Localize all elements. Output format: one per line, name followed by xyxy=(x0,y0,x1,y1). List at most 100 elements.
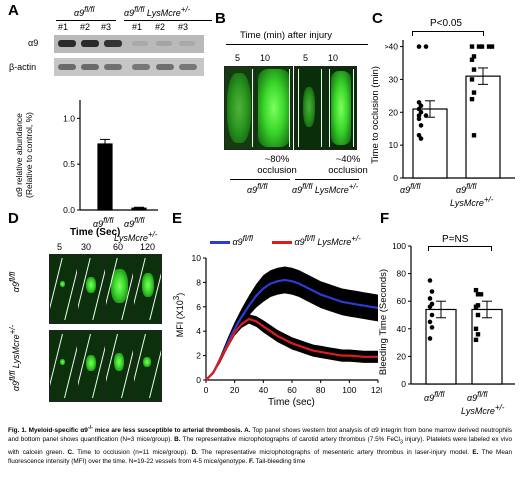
panel-c-label: C xyxy=(372,10,383,27)
panel-b-time-label: 10 xyxy=(260,53,271,63)
micrograph-d-ko-120s xyxy=(133,330,162,402)
x-tick-label: 80 xyxy=(316,385,326,395)
panel-d-title: Time (Sec) xyxy=(70,227,121,238)
x-tick-label: 40 xyxy=(259,385,269,395)
western-blot-beta-actin xyxy=(54,58,204,76)
data-point-square xyxy=(486,44,492,49)
panel-a-marks xyxy=(97,138,147,211)
panel-c-xcat2: α9fl/fl xyxy=(456,182,477,195)
panel-c-bracket xyxy=(412,31,484,36)
y-tick-label: 60 xyxy=(397,296,407,306)
data-point-square xyxy=(471,54,477,59)
micrograph-d-wt-60s xyxy=(105,254,134,324)
y-tick-label: 6 xyxy=(196,302,201,312)
data-point-square xyxy=(489,44,495,49)
y-tick-label: 10 xyxy=(389,140,399,150)
panel-c-marks xyxy=(412,44,501,179)
data-point-square xyxy=(475,312,481,318)
micrograph-b-wt-10min xyxy=(255,66,293,150)
y-tick-label: 20 xyxy=(397,351,407,361)
data-point-circle xyxy=(423,44,429,49)
data-point-circle xyxy=(427,336,433,341)
y-tick-label: 0 xyxy=(393,173,398,183)
data-point-circle xyxy=(429,325,435,330)
data-point-circle xyxy=(418,123,424,128)
western-blot-alpha9 xyxy=(54,35,204,53)
data-point-square xyxy=(469,57,475,62)
lane-label: #2 xyxy=(80,22,91,32)
bar xyxy=(471,308,503,385)
panel-a-genotype-wt: α9fl/fl xyxy=(74,5,95,18)
panel-c-pvalue: P<0.05 xyxy=(430,18,462,29)
data-point-circle xyxy=(427,296,433,301)
x-tick-label: 60 xyxy=(287,385,297,395)
data-point-square xyxy=(479,44,485,49)
panel-e-legend-2: α9fl/fl LysMcre+/- xyxy=(272,234,361,247)
panel-e-axes: 0246810020406080100120 xyxy=(192,253,382,395)
y-tick-label: 8 xyxy=(196,277,201,287)
panel-f-chart: 0 20 40 60 80 100 xyxy=(393,241,515,388)
data-point-square xyxy=(471,133,477,138)
y-tick-label: 80 xyxy=(397,269,407,279)
panel-b-title-rule xyxy=(226,44,368,45)
data-point-circle xyxy=(416,116,422,122)
data-point-circle xyxy=(429,289,435,294)
data-point-square xyxy=(469,77,475,82)
panel-c-xcat2-line2: LysMcre+/- xyxy=(450,195,494,208)
panel-a-xcat2: α9fl/fl xyxy=(124,216,145,229)
y-tick-label: >40 xyxy=(385,42,398,52)
panel-a-underline-ko xyxy=(124,20,212,21)
panel-e-marks xyxy=(205,266,379,381)
panel-c-xcat1: α9fl/fl xyxy=(400,182,421,195)
panel-a-underline-wt xyxy=(56,20,116,21)
series-line-wt xyxy=(205,278,379,381)
panel-d-time-label: 5 xyxy=(57,242,63,252)
data-point-circle xyxy=(429,312,435,318)
error-band-wt xyxy=(206,266,378,380)
figure-caption: Fig. 1. Myeloid-specific α9-/- mice are … xyxy=(8,425,513,466)
panel-a-genotype-ko: α9fl/fl LysMcre+/- xyxy=(124,5,191,18)
y-tick-label: 0 xyxy=(401,379,406,388)
panel-e-chart: 0246810020406080100120 xyxy=(192,253,382,395)
y-tick-label: 40 xyxy=(397,324,407,334)
y-tick-label: 0 xyxy=(196,375,201,385)
data-point-square xyxy=(473,326,479,331)
y-tick-label: 1.0 xyxy=(63,113,75,123)
lane-label: #3 xyxy=(101,22,112,32)
micrograph-d-ko-5s xyxy=(49,330,78,402)
y-tick-label: 100 xyxy=(393,241,406,251)
panel-f-bracket xyxy=(428,246,492,251)
data-point-square xyxy=(478,292,484,297)
panel-a-xcat2-line2: LysMcre+/- xyxy=(114,230,158,243)
panel-f-xcat2: α9fl/fl xyxy=(467,390,488,403)
panel-b-geno-rule-right xyxy=(295,179,359,180)
micrograph-b-wt-5min xyxy=(224,66,256,150)
panel-a-label: A xyxy=(8,2,19,19)
data-point-square xyxy=(469,96,475,102)
data-point-circle xyxy=(427,278,433,283)
data-point-square xyxy=(476,44,482,49)
bar xyxy=(465,75,501,179)
data-point-square xyxy=(471,67,477,72)
panel-a-ylabel: α9 relative abundance (Relative to contro… xyxy=(14,112,34,198)
panel-d-time-label: 60 xyxy=(113,242,124,252)
micrograph-d-wt-30s xyxy=(77,254,106,324)
data-point-circle xyxy=(423,113,429,118)
panel-b-time-label: 5 xyxy=(303,53,309,63)
panel-b-label: B xyxy=(215,10,226,27)
panel-d-row2-label: α9fl/fl LysMcre+/- xyxy=(8,324,21,392)
y-tick-label: 20 xyxy=(389,107,399,117)
data-point-circle xyxy=(418,136,424,141)
data-point-square xyxy=(471,90,477,95)
y-tick-label: 2 xyxy=(196,351,201,361)
micrograph-b-ko-5min xyxy=(294,66,326,150)
data-point-circle xyxy=(416,44,422,49)
micrograph-d-ko-30s xyxy=(77,330,106,402)
micrograph-d-wt-5s xyxy=(49,254,78,324)
micrograph-d-wt-120s xyxy=(133,254,162,324)
data-point-circle xyxy=(427,304,433,310)
panel-b-title: Time (min) after injury xyxy=(240,30,333,41)
panel-b-occlusion-right: ~40% occlusion xyxy=(328,154,368,176)
panel-b-geno-rule-left xyxy=(230,179,290,180)
panel-e-xlabel: Time (sec) xyxy=(268,397,315,408)
